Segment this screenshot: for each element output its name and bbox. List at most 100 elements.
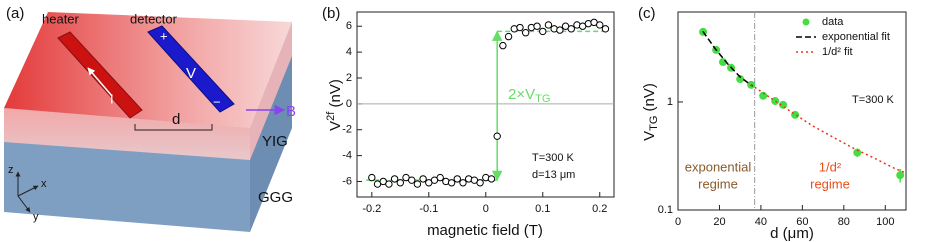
x-tick-label: -0.1	[419, 203, 438, 215]
yig-side	[250, 22, 292, 160]
plus-label: +	[160, 28, 168, 43]
voltage-label: V	[186, 65, 196, 82]
y-tick-label: -6	[342, 175, 352, 187]
y-tick-label: 2	[346, 72, 352, 84]
condition-text: d=13 μm	[532, 169, 575, 181]
data-point	[368, 173, 376, 182]
x-axis-title: d (μm)	[770, 225, 814, 242]
x-tick-label: 80	[838, 216, 850, 228]
y-tick-label: 0	[346, 98, 352, 110]
step-text: 2×V	[508, 86, 535, 103]
heater-label: heater	[42, 11, 80, 26]
x-tick-label: -0.2	[362, 203, 381, 215]
y-tick-label: -4	[342, 150, 352, 162]
regime-label: 1/d²	[819, 159, 842, 174]
x-tick-label: 0.1	[535, 203, 550, 215]
data-point	[453, 175, 461, 183]
data-point	[419, 175, 427, 183]
data-point	[771, 97, 780, 106]
legend-label: 1/d² fit	[822, 46, 853, 58]
ylabel-unit: (nV)	[641, 83, 658, 116]
ylabel-main: V	[327, 121, 344, 131]
data-point	[504, 32, 513, 41]
x-tick-label: 0.2	[592, 203, 607, 215]
x-tick-label: 20	[713, 216, 725, 228]
ylabel-unit: (nV)	[327, 79, 344, 112]
fit-line	[702, 30, 754, 87]
data-point	[521, 28, 530, 37]
legend-label: data	[822, 16, 844, 28]
data-point	[596, 21, 604, 29]
data-point	[539, 27, 547, 36]
plot-frame	[356, 11, 615, 198]
plot-frame	[677, 11, 907, 211]
ylabel-sub: TG	[648, 116, 660, 131]
yig-label: YIG	[262, 133, 288, 150]
y-tick-label: 6	[346, 20, 352, 32]
x-axis-title: magnetic field (T)	[427, 222, 543, 239]
data-point	[601, 25, 610, 33]
data-point	[516, 23, 524, 32]
data-point	[436, 173, 444, 182]
y-axis-title: VTG (nV)	[641, 83, 660, 141]
regime-label: exponential	[685, 159, 752, 174]
condition-text: T=300 K	[852, 94, 895, 106]
x-axis	[17, 185, 39, 197]
x-label: x	[41, 178, 47, 190]
y-tick-label: 1	[667, 96, 673, 108]
x-tick-label: 0	[675, 216, 681, 228]
panel-label: (a)	[6, 5, 24, 22]
data-point	[759, 91, 768, 100]
x-tick-label: 100	[876, 216, 894, 228]
data-point	[556, 26, 564, 34]
data-point	[385, 180, 393, 188]
ylabel-sup: 2f	[325, 111, 337, 121]
x-tick-label: 40	[755, 216, 767, 228]
data-point	[447, 179, 456, 187]
distance-bracket	[134, 124, 213, 131]
data-point	[853, 148, 862, 157]
panel-label: (b)	[322, 5, 340, 22]
y-tick-label: -2	[342, 124, 352, 136]
detector-bar	[147, 25, 235, 113]
data-point	[544, 21, 553, 29]
data-point	[493, 132, 501, 140]
y-tick-label: 0.1	[658, 204, 673, 216]
distance-label: d	[172, 111, 180, 128]
data-point	[459, 179, 467, 187]
y-label: y	[33, 211, 39, 223]
legend-label: exponential fit	[822, 31, 890, 43]
data-point	[499, 41, 507, 50]
data-point	[896, 171, 905, 180]
y-tick-label: 4	[346, 46, 352, 58]
current-arrow	[87, 67, 113, 97]
x-tick-label: 60	[796, 216, 808, 228]
ggg-label: GGG	[258, 189, 293, 206]
data-point	[408, 176, 416, 184]
heater-bar	[57, 31, 143, 119]
data-point	[476, 179, 484, 187]
panel-label: (c)	[638, 5, 656, 22]
yig-front	[4, 108, 250, 160]
data-point	[413, 180, 422, 188]
condition-text: T=300 K	[532, 152, 575, 164]
fit-line	[750, 83, 907, 174]
minus-label: −	[213, 94, 221, 109]
data-point	[487, 175, 496, 183]
data-point	[396, 179, 405, 187]
x-tick-label: 0	[483, 203, 489, 215]
y-axis-title: V2f (nV)	[325, 79, 344, 131]
step-sub: TG	[535, 93, 550, 105]
regime-label: regime	[698, 176, 738, 191]
field-label: B	[286, 103, 296, 120]
y-axis	[17, 195, 31, 213]
legend-swatch	[802, 18, 810, 26]
data-point	[390, 175, 399, 183]
regime-label: regime	[810, 176, 850, 191]
z-label: z	[8, 164, 14, 176]
detector-label: detector	[130, 11, 178, 26]
step-annotation: 2×VTG	[508, 86, 550, 105]
data-point	[567, 25, 575, 33]
device-diagram: (a) heater detector + V − I d B YIG GGG …	[4, 5, 296, 232]
